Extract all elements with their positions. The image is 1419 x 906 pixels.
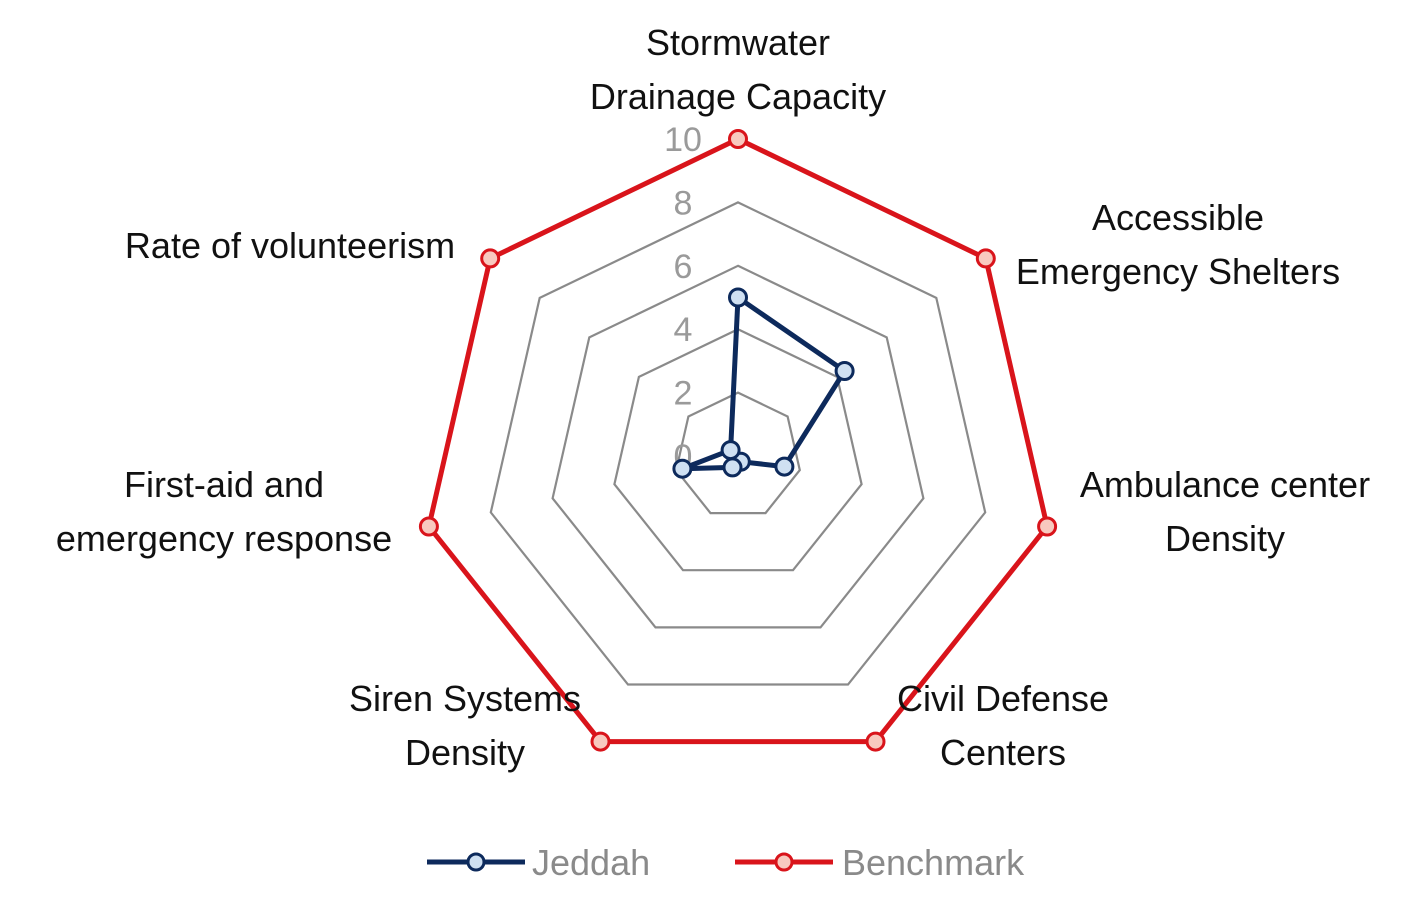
axis-label-line: Stormwater xyxy=(646,22,830,63)
tick-label-10: 10 xyxy=(664,121,702,159)
data-point-benchmark-7[interactable] xyxy=(480,248,501,269)
axis-label-line: Centers xyxy=(940,732,1066,773)
tick-label-6: 6 xyxy=(674,248,693,286)
axis-label-line: Civil Defense xyxy=(897,678,1109,719)
data-point-benchmark-5[interactable] xyxy=(590,731,611,752)
grid-ring-10 xyxy=(427,137,1049,743)
tick-label-2: 2 xyxy=(674,375,693,413)
data-point-jeddah-1[interactable] xyxy=(728,287,748,308)
data-point-benchmark-6[interactable] xyxy=(418,516,439,537)
axis-label-stormwater-drainage-capacity: Stormwater Drainage Capacity xyxy=(590,22,886,117)
axis-label-line: First-aid and xyxy=(124,464,324,505)
legend-marker-benchmark xyxy=(774,852,794,872)
axis-label-rate-of-volunteerism: Rate of volunteerism xyxy=(125,225,455,266)
series-jeddah xyxy=(672,287,855,479)
data-point-benchmark-4[interactable] xyxy=(865,731,886,752)
tick-label-8: 8 xyxy=(674,184,693,222)
grid-ring-4 xyxy=(613,327,863,572)
axis-label-line: Density xyxy=(1165,518,1285,559)
data-point-jeddah-2[interactable] xyxy=(834,361,855,381)
legend-item-benchmark[interactable]: Benchmark xyxy=(735,842,1025,883)
data-point-jeddah-5[interactable] xyxy=(722,457,743,478)
axis-label-first-aid-and-emergency-response: First-aid and emergency response xyxy=(56,464,392,559)
tick-label-4: 4 xyxy=(674,311,693,349)
legend-marker-jeddah xyxy=(466,852,486,872)
axis-label-siren-systems-density: Siren Systems Density xyxy=(349,678,581,773)
legend: Jeddah Benchmark xyxy=(427,842,1025,883)
legend-label-benchmark: Benchmark xyxy=(842,842,1025,883)
axis-label-line: Siren Systems xyxy=(349,678,581,719)
axis-label-accessible-emergency-shelters: Accessible Emergency Shelters xyxy=(1016,197,1340,292)
axis-label-line: Rate of volunteerism xyxy=(125,225,455,266)
grid-ring-6 xyxy=(551,264,925,629)
data-point-benchmark-2[interactable] xyxy=(975,248,996,269)
axis-label-civil-defense-centers: Civil Defense Centers xyxy=(897,678,1109,773)
legend-label-jeddah: Jeddah xyxy=(532,842,650,883)
axis-label-line: Emergency Shelters xyxy=(1016,251,1340,292)
series-layer xyxy=(418,129,1058,752)
series-line-jeddah xyxy=(679,295,848,472)
axis-labels: Stormwater Drainage Capacity Accessible Eme… xyxy=(56,22,1370,773)
axis-label-line: emergency response xyxy=(56,518,392,559)
data-point-jeddah-3[interactable] xyxy=(774,456,795,477)
data-point-jeddah-7[interactable] xyxy=(720,440,741,461)
axis-label-line: Ambulance center xyxy=(1080,464,1370,505)
grid-ring-8 xyxy=(489,201,987,686)
series-benchmark xyxy=(418,129,1058,752)
data-point-benchmark-1[interactable] xyxy=(728,129,748,149)
legend-item-jeddah[interactable]: Jeddah xyxy=(427,842,650,883)
series-line-benchmark xyxy=(426,136,1050,745)
data-point-benchmark-3[interactable] xyxy=(1037,516,1058,537)
axis-label-line: Density xyxy=(405,732,525,773)
axis-label-line: Accessible xyxy=(1092,197,1264,238)
axis-label-ambulance-center-density: Ambulance center Density xyxy=(1080,464,1370,559)
axis-label-line: Drainage Capacity xyxy=(590,76,886,117)
data-point-jeddah-6[interactable] xyxy=(672,458,693,479)
grid-layer xyxy=(427,137,1049,743)
grid-ring-2 xyxy=(675,391,801,515)
